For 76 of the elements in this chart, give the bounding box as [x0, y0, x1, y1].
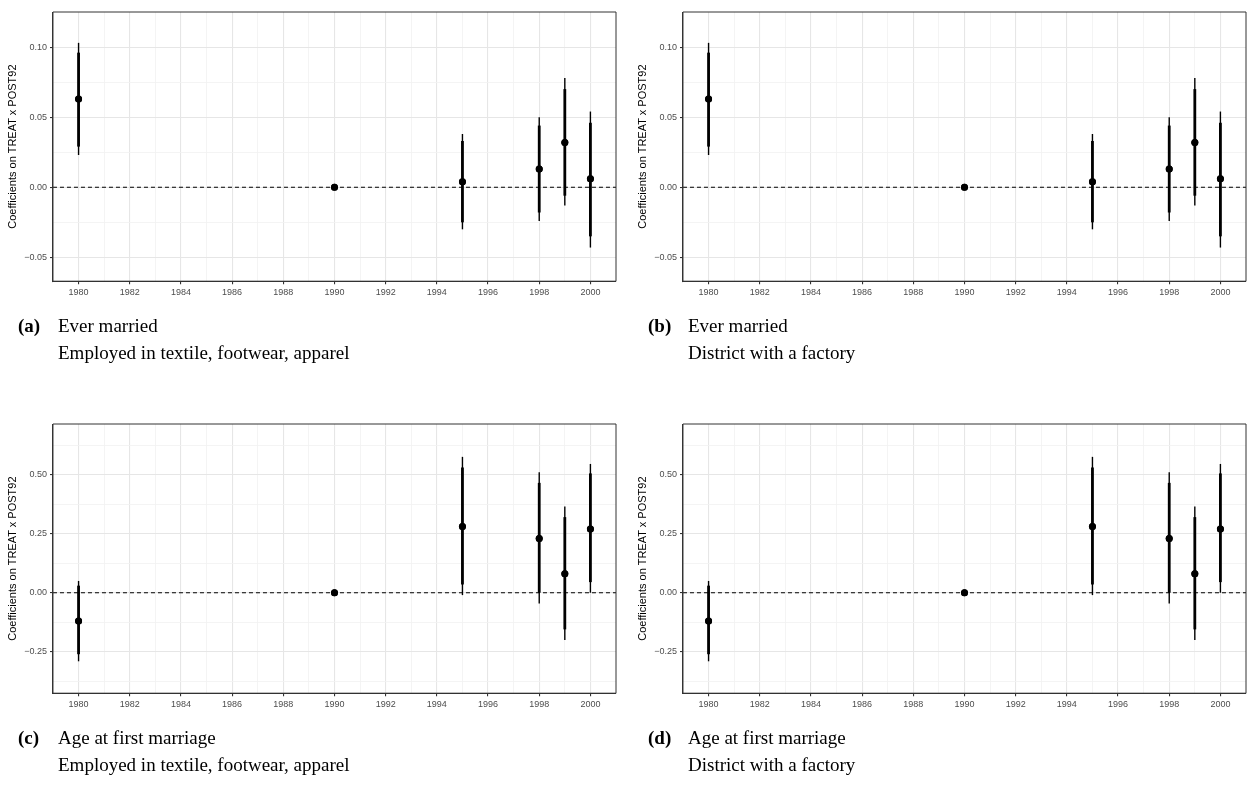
text: (a): [18, 314, 41, 338]
x-tick-label: 2000: [580, 287, 601, 298]
x-tick-label: 1982: [119, 287, 140, 298]
y-tick-label: 0.00: [659, 181, 677, 192]
text: Age at first marriage: [58, 726, 216, 750]
x-tick-label: 1992: [375, 287, 396, 298]
x-tick-label: 2000: [580, 699, 601, 710]
y-tick-label: 0.00: [659, 587, 677, 598]
y-axis-title: Coefficients on TREAT x POST92: [5, 64, 18, 229]
y-tick-label: 0.00: [29, 181, 47, 192]
x-tick-label: 1996: [478, 699, 499, 710]
y-tick-label: −0.05: [24, 251, 47, 262]
y-tick-label: 0.05: [659, 111, 677, 122]
x-tick-label: 1980: [68, 699, 89, 710]
x-tick-label: 1982: [749, 699, 770, 710]
y-tick-label: 0.10: [659, 41, 677, 52]
x-tick-label: 1992: [1005, 699, 1026, 710]
x-tick-label: 2000: [1210, 699, 1231, 710]
x-tick-label: 1986: [852, 287, 873, 298]
x-tick-label: 1986: [852, 699, 873, 710]
text: (b): [648, 314, 672, 338]
x-tick-label: 1984: [170, 699, 191, 710]
x-tick-label: 1988: [903, 699, 924, 710]
x-tick-label: 1994: [1056, 699, 1077, 710]
x-tick-label: 1996: [478, 287, 499, 298]
x-tick-label: 1984: [800, 699, 821, 710]
x-tick-label: 1990: [954, 287, 975, 298]
y-tick-label: 0.10: [29, 41, 47, 52]
x-tick-label: 1998: [1159, 287, 1180, 298]
y-axis-title: Coefficients on TREAT x POST92: [635, 476, 648, 641]
x-tick-label: 1994: [1056, 287, 1077, 298]
text: Ever married: [58, 314, 158, 338]
x-tick-label: 1988: [273, 287, 294, 298]
x-tick-label: 1980: [698, 699, 719, 710]
x-tick-label: 1984: [170, 287, 191, 298]
text: (d): [648, 726, 672, 750]
y-tick-label: 0.50: [29, 469, 47, 480]
x-tick-label: 1992: [375, 699, 396, 710]
x-tick-label: 1998: [1159, 699, 1180, 710]
y-tick-label: 0.00: [29, 587, 47, 598]
y-tick-label: −0.25: [24, 646, 47, 657]
x-tick-label: 1988: [273, 699, 294, 710]
x-tick-label: 1988: [903, 287, 924, 298]
x-tick-label: 1992: [1005, 287, 1026, 298]
x-tick-label: 1980: [68, 287, 89, 298]
x-tick-label: 1994: [426, 287, 447, 298]
text: District with a factory: [688, 753, 856, 777]
text: Ever married: [688, 314, 788, 338]
text: District with a factory: [688, 341, 856, 365]
y-tick-label: 0.05: [29, 111, 47, 122]
text: Age at first marriage: [688, 726, 846, 750]
x-tick-label: 1986: [222, 287, 243, 298]
x-tick-label: 1996: [1108, 699, 1129, 710]
x-tick-label: 1994: [426, 699, 447, 710]
y-axis-title: Coefficients on TREAT x POST92: [635, 64, 648, 229]
y-tick-label: 0.25: [29, 528, 47, 539]
y-tick-label: −0.05: [654, 251, 677, 262]
text: (c): [18, 726, 40, 750]
y-tick-label: −0.25: [654, 646, 677, 657]
x-tick-label: 1990: [954, 699, 975, 710]
x-tick-label: 1982: [119, 699, 140, 710]
x-tick-label: 2000: [1210, 287, 1231, 298]
x-tick-label: 1982: [749, 287, 770, 298]
x-tick-label: 1990: [324, 287, 345, 298]
y-tick-label: 0.25: [659, 528, 677, 539]
y-tick-label: 0.50: [659, 469, 677, 480]
text: Employed in textile, footwear, apparel: [58, 341, 350, 365]
x-tick-label: 1998: [529, 699, 550, 710]
x-tick-label: 1990: [324, 699, 345, 710]
x-tick-label: 1996: [1108, 287, 1129, 298]
x-tick-label: 1984: [800, 287, 821, 298]
x-tick-label: 1980: [698, 287, 719, 298]
x-tick-label: 1998: [529, 287, 550, 298]
x-tick-label: 1986: [222, 699, 243, 710]
text: Employed in textile, footwear, apparel: [58, 753, 350, 777]
y-axis-title: Coefficients on TREAT x POST92: [5, 476, 18, 641]
